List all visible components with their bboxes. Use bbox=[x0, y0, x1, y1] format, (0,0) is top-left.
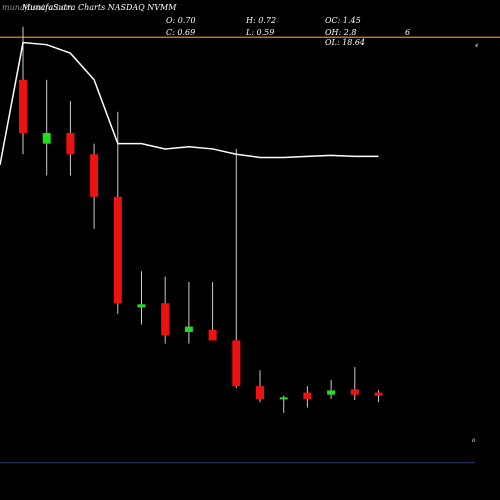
bottom-right-label: 0 bbox=[472, 438, 476, 444]
candle bbox=[374, 390, 383, 403]
candle bbox=[279, 395, 288, 413]
oc-readout: OC: 1.45 bbox=[325, 16, 361, 25]
candle bbox=[19, 26, 27, 155]
candle bbox=[161, 276, 170, 344]
extra-readout: 6 bbox=[405, 28, 410, 37]
candle bbox=[113, 111, 122, 314]
reference-rules bbox=[0, 36, 500, 464]
candle-body-up bbox=[137, 304, 146, 308]
low-readout: L: 0.59 bbox=[245, 28, 274, 37]
ol-readout: OL: 18.64 bbox=[325, 38, 365, 47]
candle-body-up bbox=[327, 390, 336, 395]
open-readout: O: 0.70 bbox=[166, 16, 196, 25]
candle bbox=[327, 379, 336, 399]
chart-title: MunafaSutra Charts NASDAQ NVMM bbox=[21, 3, 177, 12]
candle bbox=[350, 367, 359, 400]
candle bbox=[184, 281, 193, 344]
candle-body-up bbox=[184, 326, 193, 332]
candle-body-down bbox=[161, 303, 170, 336]
candle-body-down bbox=[90, 154, 99, 197]
moving-average-layer bbox=[0, 41, 379, 166]
watermark-text: munafasutra.com bbox=[2, 3, 73, 12]
close-readout: C: 0.69 bbox=[166, 28, 195, 37]
candle-body-down bbox=[208, 329, 217, 341]
candle bbox=[42, 79, 51, 176]
oh-readout: OH: 2.8 bbox=[325, 28, 357, 37]
candle bbox=[208, 281, 217, 341]
candle-body-down bbox=[232, 340, 241, 387]
candle-body-up bbox=[279, 397, 288, 400]
candle-body-down bbox=[66, 132, 75, 155]
candle bbox=[66, 101, 75, 176]
candle bbox=[137, 271, 146, 325]
candle bbox=[90, 143, 99, 229]
candle-body-down bbox=[350, 389, 359, 395]
candle-body-down bbox=[113, 196, 122, 304]
candles-layer bbox=[19, 26, 383, 413]
top-right-label: 4 bbox=[474, 43, 478, 49]
candle-body-down bbox=[374, 392, 383, 396]
candle-body-up bbox=[42, 132, 51, 144]
high-readout: H: 0.72 bbox=[245, 16, 276, 25]
moving-average-line bbox=[0, 41, 379, 166]
candle bbox=[232, 148, 241, 389]
candle bbox=[303, 386, 312, 408]
candle-body-down bbox=[19, 79, 27, 133]
candle-body-down bbox=[256, 386, 264, 399]
candle-body-down bbox=[303, 392, 312, 399]
candle bbox=[256, 370, 264, 403]
